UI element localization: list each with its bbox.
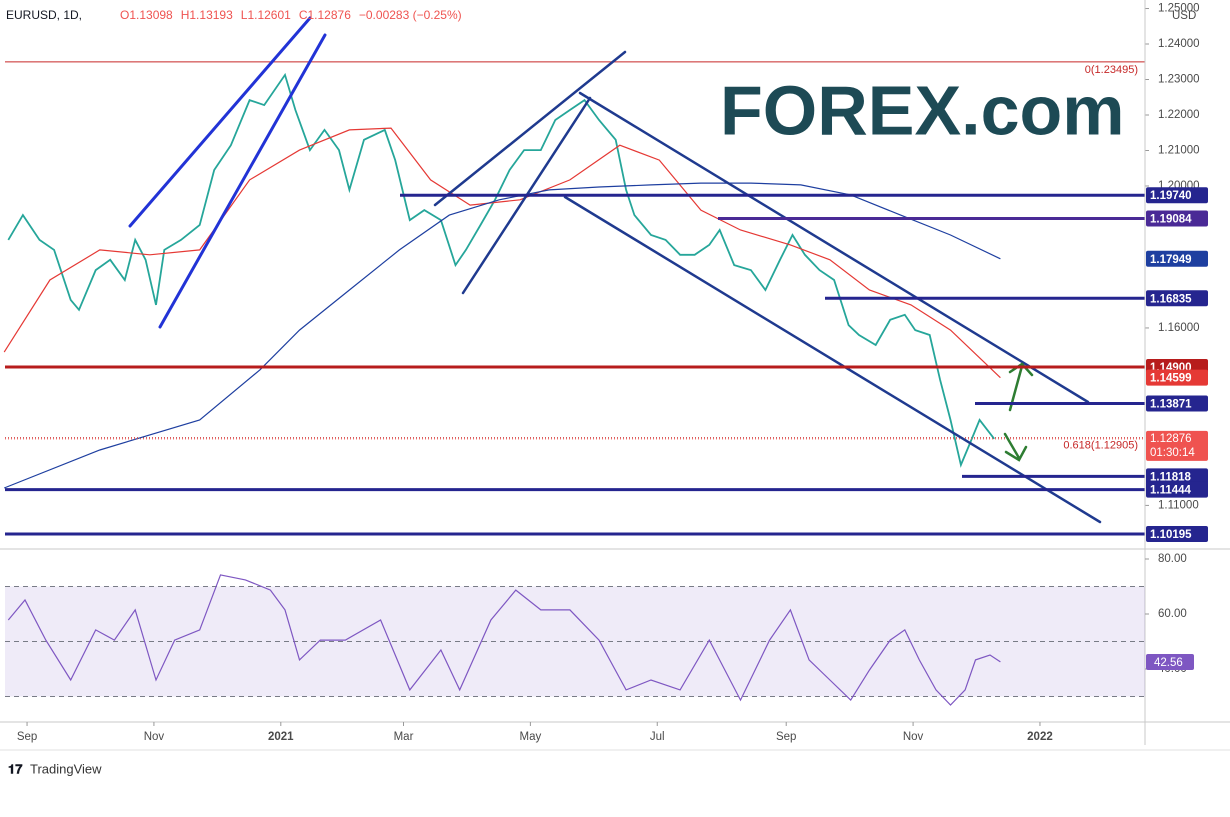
level-label: 1.19084 (1150, 214, 1192, 226)
trend-line (158, 33, 327, 329)
trend-line (128, 16, 312, 228)
symbol: EURUSD, 1D, (6, 8, 82, 22)
level-label: 1.13871 (1150, 399, 1192, 411)
fib-label: 0.618(1.12905) (1063, 440, 1138, 452)
y-tick-label: 60.00 (1158, 608, 1187, 620)
label-box (1146, 395, 1208, 412)
x-tick-label: Nov (903, 731, 924, 743)
arrow-down (1003, 432, 1028, 462)
price-box (1146, 430, 1208, 461)
ma-label: 1.17949 (1150, 254, 1192, 266)
x-tick-label: Sep (17, 731, 37, 743)
label-box (1146, 481, 1208, 498)
footer-logo: 𝟏𝟕 (8, 761, 23, 776)
ohlc-value: O1.13098 (120, 8, 173, 22)
currency: USD (1172, 10, 1196, 22)
x-tick-label: Nov (144, 731, 165, 743)
y-tick-label: 80.00 (1158, 553, 1187, 565)
level-label: 1.11444 (1150, 485, 1192, 497)
ohlc-value: L1.12601 (241, 8, 291, 22)
y-tick-label: 1.16000 (1158, 322, 1200, 334)
level-label: 1.19740 (1150, 190, 1192, 202)
label-box (1146, 468, 1208, 485)
label-box (1146, 210, 1208, 227)
series-line (7, 574, 1001, 706)
level-label: 1.16835 (1150, 293, 1192, 305)
level-label: 1.11818 (1150, 471, 1192, 483)
y-tick-label: 1.21000 (1158, 145, 1200, 157)
ohlc-value: −0.00283 (−0.25%) (359, 8, 462, 22)
series-line (3, 127, 1001, 379)
y-tick-label: 1.23000 (1158, 74, 1200, 86)
trend-line (578, 91, 1090, 404)
ohlc-value: H1.13193 (181, 8, 233, 22)
y-tick-label: 1.25000 (1158, 3, 1200, 15)
x-tick-label: 2021 (268, 731, 294, 743)
watermark: FOREX.com (720, 71, 1125, 149)
rsi-label: 42.56 (1154, 657, 1183, 669)
price-timer: 01:30:14 (1150, 447, 1195, 459)
price-label: 1.12876 (1150, 433, 1192, 445)
footer: TradingView (30, 761, 102, 776)
x-tick-label: Mar (394, 731, 414, 743)
ma-label: 1.14599 (1150, 373, 1192, 385)
x-tick-label: 2022 (1027, 731, 1053, 743)
label-box (1146, 369, 1208, 386)
x-tick-label: May (520, 731, 542, 743)
trend-line (563, 195, 1102, 524)
rsi-label-box (1146, 653, 1194, 670)
label-box (1146, 250, 1208, 267)
series-line (7, 72, 995, 468)
trend-line (433, 50, 627, 207)
x-tick-label: Sep (776, 731, 796, 743)
level-label: 1.10195 (1150, 529, 1192, 541)
label-box (1146, 525, 1208, 542)
label-box (1146, 290, 1208, 307)
y-tick-label: 1.24000 (1158, 38, 1200, 50)
label-box (1146, 187, 1208, 204)
y-tick-label: 1.22000 (1158, 109, 1200, 121)
y-tick-label: 1.11000 (1158, 499, 1199, 511)
x-tick-label: Jul (650, 731, 665, 743)
ohlc-value: C1.12876 (299, 8, 351, 22)
fib-label: 0(1.23495) (1085, 64, 1138, 76)
